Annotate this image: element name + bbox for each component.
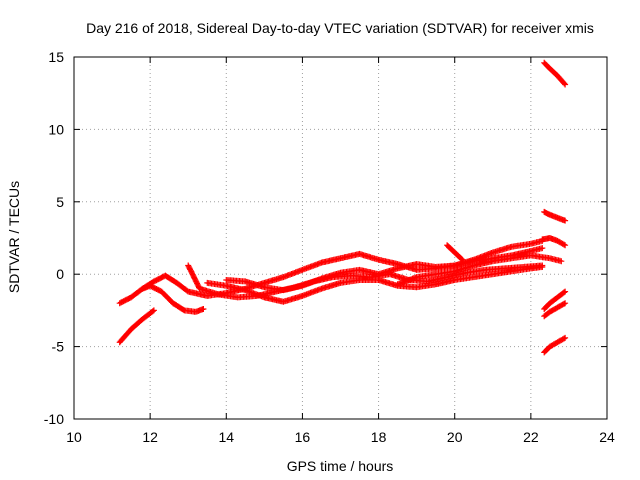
chart-title: Day 216 of 2018, Sidereal Day-to-day VTE… — [86, 20, 594, 36]
x-tick-label: 16 — [295, 429, 311, 445]
series-track-7 — [394, 252, 565, 288]
y-tick-label: 15 — [48, 49, 64, 65]
series-markers — [139, 282, 207, 315]
x-axis-label: GPS time / hours — [287, 458, 394, 474]
y-axis-label: SDTVAR / TECUs — [6, 181, 22, 293]
y-tick-label: -10 — [44, 411, 64, 427]
plot-frame — [73, 56, 608, 420]
series-track-5 — [204, 264, 546, 305]
axis-ticks: 10 12 14 16 18 20 22 24 -10 -5 0 5 10 15 — [44, 49, 615, 445]
y-tick-label: 10 — [48, 121, 64, 137]
series-track-10 — [541, 59, 569, 88]
series-track-14 — [541, 334, 569, 356]
series-markers — [394, 252, 565, 288]
y-tick-label: 0 — [56, 266, 64, 282]
series-markers — [116, 307, 157, 346]
series-markers — [539, 235, 569, 249]
series-markers — [541, 300, 569, 320]
y-tick-label: -5 — [52, 339, 65, 355]
series-track-13 — [541, 300, 569, 320]
series-track-9 — [539, 235, 569, 249]
series-markers — [204, 264, 546, 305]
series-markers — [444, 242, 466, 263]
series-markers — [541, 288, 569, 312]
series-track-2 — [116, 307, 157, 346]
series-track-12 — [541, 288, 569, 312]
series-markers — [541, 334, 569, 356]
series-track-3 — [139, 282, 207, 315]
grid — [74, 57, 607, 419]
x-tick-label: 10 — [66, 429, 82, 445]
series-markers — [541, 59, 569, 88]
y-tick-label: 5 — [56, 194, 64, 210]
data-series — [116, 59, 569, 356]
series-track-8 — [444, 242, 466, 263]
series-markers — [541, 208, 569, 224]
x-tick-label: 24 — [599, 429, 615, 445]
x-tick-label: 18 — [371, 429, 387, 445]
x-tick-label: 22 — [523, 429, 539, 445]
x-tick-label: 12 — [142, 429, 158, 445]
series-track-11 — [541, 208, 569, 224]
x-tick-label: 14 — [218, 429, 234, 445]
x-tick-label: 20 — [447, 429, 463, 445]
